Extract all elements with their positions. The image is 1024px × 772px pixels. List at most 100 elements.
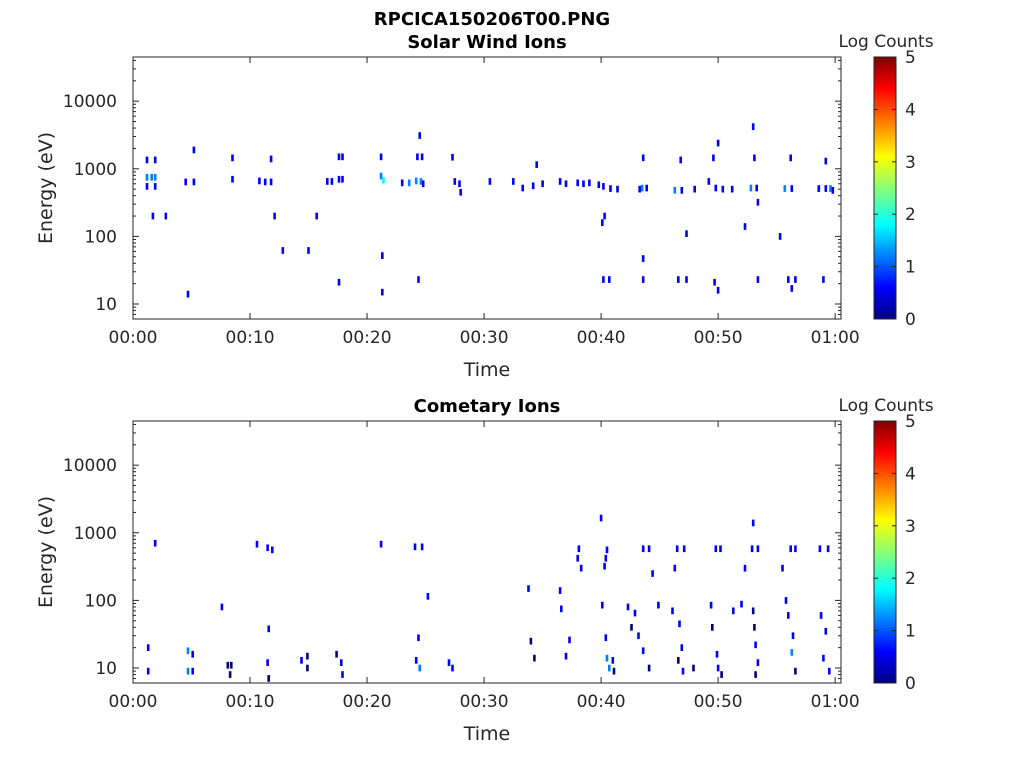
heatmap-cell (791, 632, 795, 640)
heatmap-cell (754, 641, 757, 649)
heatmap-cell (751, 123, 755, 130)
colorbar-tick-label: 1 (905, 622, 916, 642)
heatmap-cell (601, 219, 604, 226)
heatmap-cell (754, 671, 757, 678)
heatmap-cell (267, 675, 270, 682)
heatmap-cell (778, 233, 782, 240)
heatmap-cell (418, 664, 421, 672)
heatmap-cell (692, 664, 695, 672)
heatmap-cell (582, 180, 585, 188)
heatmap-cell (647, 664, 651, 672)
heatmap-cell (626, 603, 630, 611)
heatmap-cell (568, 636, 571, 644)
heatmap-cell (266, 544, 269, 552)
heatmap-cell (228, 671, 232, 678)
heatmap-cell (531, 182, 535, 190)
heatmap-cell (749, 184, 753, 192)
heatmap-cell (790, 649, 794, 656)
panel-2: 00:00 00:10 00:20 00:30 00:40 00:50 01:0010100… (35, 396, 934, 745)
heatmap-cell (529, 637, 533, 645)
x-tick-label: 00:10 (226, 328, 275, 348)
colorbar (873, 56, 897, 320)
x-tick-label: 01:00 (811, 692, 860, 712)
heatmap-cell (255, 540, 259, 548)
heatmap-cell (640, 184, 644, 192)
heatmap-cell (645, 184, 648, 192)
heatmap-cell (521, 184, 524, 192)
heatmap-cell (382, 176, 385, 184)
heatmap-cell (719, 545, 722, 553)
heatmap-cell (608, 276, 611, 283)
heatmap-cell (673, 187, 677, 194)
heatmap-cell (633, 609, 637, 617)
heatmap-cell (150, 173, 153, 181)
heatmap-cell (709, 601, 713, 609)
heatmap-cell (824, 185, 828, 192)
heatmap-cell (146, 644, 150, 651)
heatmap-cell (315, 212, 318, 220)
x-axis-label: Time (463, 723, 511, 745)
heatmap-cell (612, 667, 616, 675)
x-tick-label: 00:30 (460, 328, 509, 348)
heatmap-cell (743, 564, 747, 572)
heatmap-cell (790, 185, 794, 192)
x-tick-label: 00:00 (109, 692, 158, 712)
heatmap-cell (145, 156, 149, 164)
heatmap-cell (753, 154, 756, 162)
heatmap-cell (326, 178, 329, 185)
y-tick-label: 10 (95, 659, 117, 679)
heatmap-cell (822, 276, 825, 283)
heatmap-cell (413, 543, 417, 551)
heatmap-cell (337, 278, 341, 286)
heatmap-cell (680, 187, 684, 194)
colorbar-tick-label: 3 (905, 153, 916, 173)
y-tick-label: 1000 (74, 524, 117, 544)
heatmap-cell (186, 290, 190, 298)
heatmap-cell (641, 255, 645, 262)
heatmap-cell (638, 185, 641, 193)
heatmap-cell (755, 184, 758, 192)
heatmap-cell (714, 184, 718, 192)
colorbar-tick-label: 0 (905, 674, 916, 694)
colorbar-tick-label: 5 (905, 48, 916, 68)
heatmap-cell (381, 252, 384, 259)
heatmap-cell (306, 664, 309, 672)
heatmap-cell (603, 562, 606, 570)
heatmap-cell (191, 650, 194, 658)
heatmap-cell (605, 546, 609, 554)
colorbar-label: Log Counts (838, 396, 933, 416)
colorbar-tick-label: 1 (905, 258, 916, 278)
heatmap-cell (678, 620, 681, 628)
heatmap-cell (609, 185, 612, 192)
y-tick-label: 10 (95, 295, 117, 315)
heatmap-cell (558, 178, 562, 185)
heatmap-cell (186, 647, 190, 655)
heatmap-cells (145, 123, 835, 298)
heatmap-cell (743, 223, 747, 230)
heatmap-cell (451, 153, 454, 161)
heatmap-cell (716, 286, 720, 294)
colorbar-tick-label: 3 (905, 517, 916, 537)
x-tick-label: 00:50 (694, 692, 743, 712)
heatmap-cell (732, 607, 735, 615)
heatmap-cell (819, 612, 823, 619)
heatmap-cell (420, 153, 424, 161)
heatmap-cell (337, 175, 341, 183)
heatmap-cell (145, 173, 149, 181)
heatmap-cell (604, 554, 608, 562)
heatmap-cell (447, 659, 451, 666)
colorbar-tick-label: 5 (905, 412, 916, 432)
heatmap-cell (281, 247, 285, 254)
heatmap-cell (730, 185, 734, 193)
heatmap-cell (186, 667, 190, 675)
colorbar-tick-label: 4 (905, 100, 916, 120)
x-tick-label: 00:50 (694, 328, 743, 348)
x-tick-label: 00:10 (226, 692, 275, 712)
heatmap-cell (641, 647, 645, 655)
heatmap-cell (822, 654, 825, 662)
heatmap-cell (400, 179, 404, 187)
heatmap-cell (818, 545, 822, 553)
heatmap-cell (577, 545, 581, 553)
heatmap-cell (588, 179, 591, 187)
